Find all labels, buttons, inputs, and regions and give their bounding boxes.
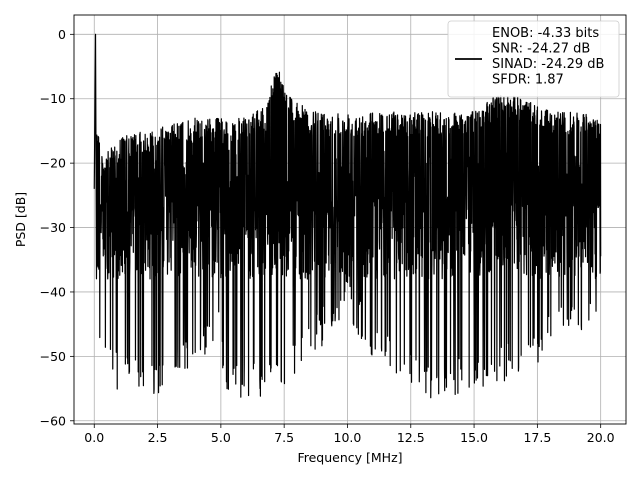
psd-series-line bbox=[93, 33, 602, 399]
legend-label: ENOB: -4.33 bits SNR: -24.27 dB SINAD: -24… bbox=[492, 26, 604, 88]
x-tick-label: 20.0 bbox=[587, 430, 615, 445]
legend-label-line: SNR: -24.27 dB bbox=[492, 42, 590, 57]
y-tick-label: −30 bbox=[40, 220, 66, 235]
y-tick-label: −40 bbox=[40, 284, 66, 299]
x-tick-label: 0.0 bbox=[84, 430, 104, 445]
legend-box bbox=[447, 20, 620, 98]
y-tick-label: −10 bbox=[40, 91, 66, 106]
x-tick-label: 2.5 bbox=[148, 430, 168, 445]
legend-label-line: ENOB: -4.33 bits bbox=[492, 26, 599, 41]
legend: ENOB: -4.33 bits SNR: -24.27 dB SINAD: -24… bbox=[447, 20, 620, 98]
plot-frame bbox=[73, 14, 627, 425]
x-tick-label: 7.5 bbox=[274, 430, 294, 445]
y-axis-label: PSD [dB] bbox=[13, 192, 28, 247]
x-tick-label: 15.0 bbox=[460, 430, 488, 445]
legend-label-line: SFDR: 1.87 bbox=[492, 73, 564, 88]
y-axis-ticks: 0 −10 −20 −30 −40 −50 −60 bbox=[40, 27, 74, 428]
x-tick-label: 10.0 bbox=[334, 430, 362, 445]
y-tick-label: 0 bbox=[58, 27, 66, 42]
y-tick-label: −60 bbox=[40, 413, 66, 428]
x-axis-label: Frequency [MHz] bbox=[297, 450, 402, 465]
plot-area bbox=[93, 33, 602, 399]
x-tick-label: 17.5 bbox=[523, 430, 551, 445]
y-tick-label: −50 bbox=[40, 349, 66, 364]
x-axis-ticks: 0.0 2.5 5.0 7.5 10.0 12.5 15.0 17.5 20.0 bbox=[84, 424, 615, 445]
legend-label-line: SINAD: -24.29 dB bbox=[492, 57, 604, 72]
y-tick-label: −20 bbox=[40, 156, 66, 171]
x-tick-label: 5.0 bbox=[211, 430, 231, 445]
x-tick-label: 12.5 bbox=[397, 430, 425, 445]
